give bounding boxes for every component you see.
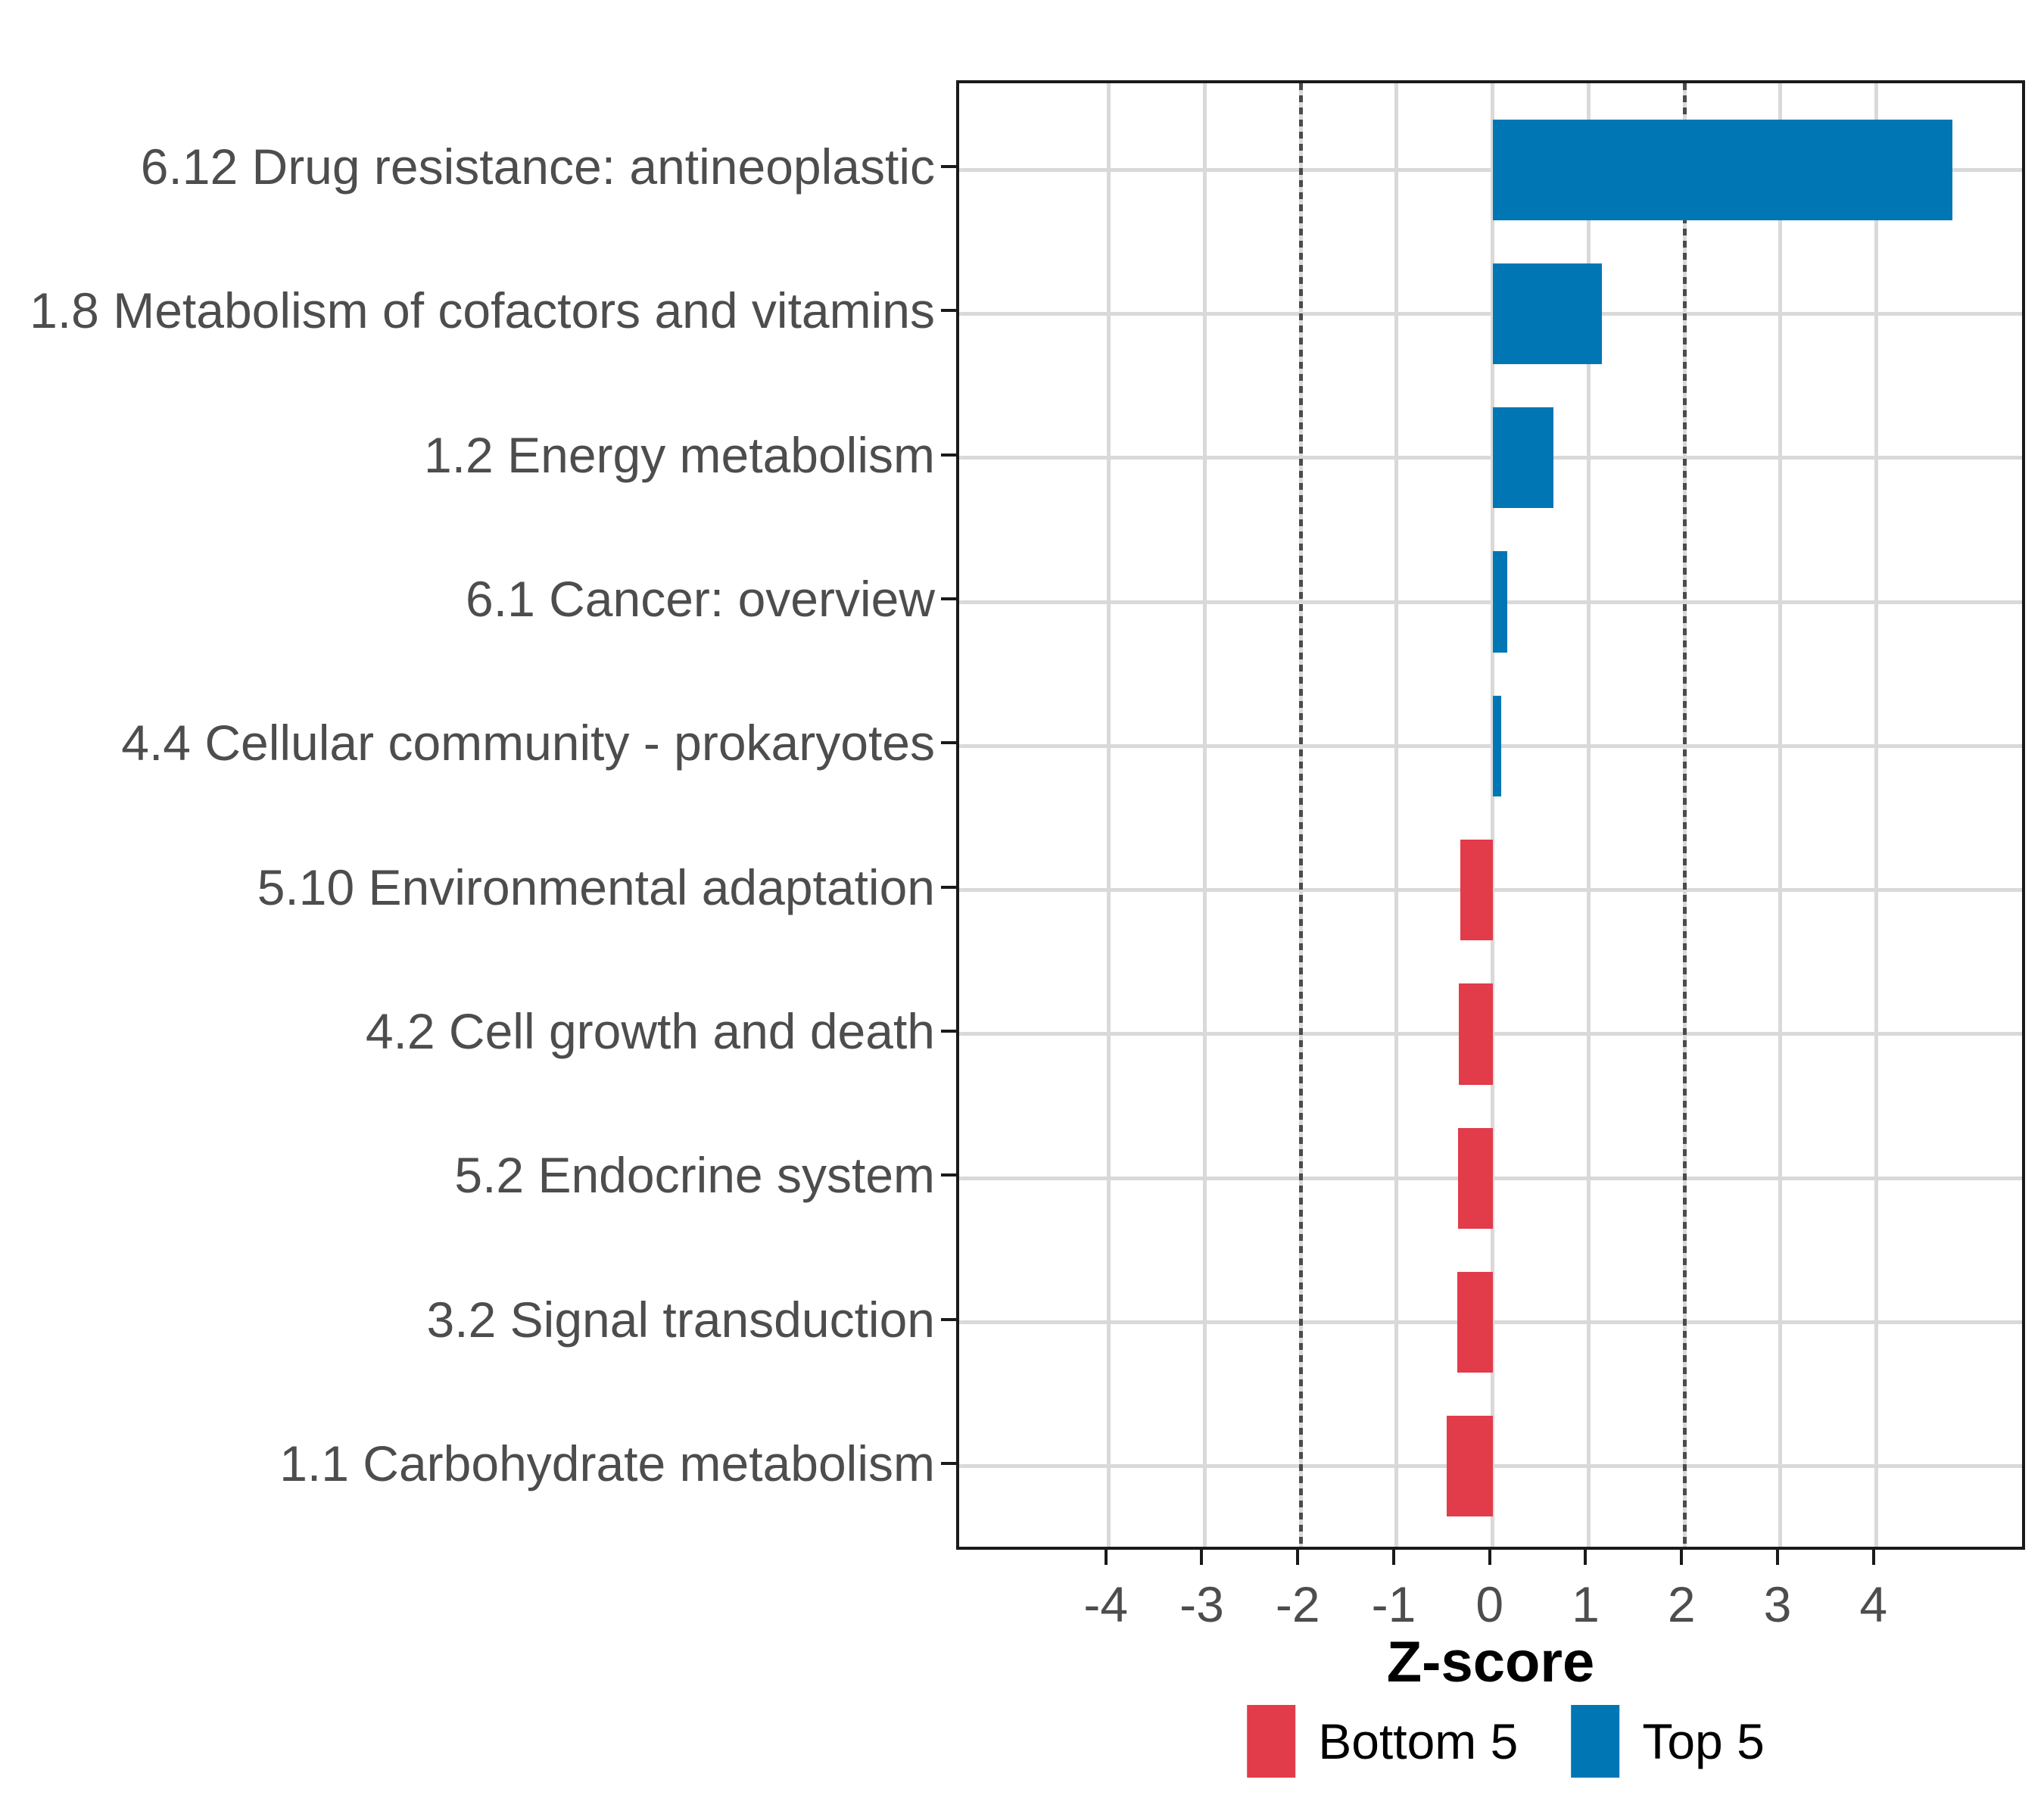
- gridline-x--1: [1394, 83, 1399, 1547]
- gridline-y-row4: [959, 600, 2022, 604]
- gridline-x-1: [1586, 83, 1591, 1547]
- y-axis-tick-row3: [941, 453, 956, 457]
- legend-label-top-5: Top 5: [1642, 1713, 1765, 1769]
- gridline-y-row2: [959, 311, 2022, 316]
- y-axis-tick-row9: [941, 1317, 956, 1321]
- gridline-x--4: [1107, 83, 1111, 1547]
- y-axis-tick-row4: [941, 597, 956, 601]
- x-axis-tick-label-0: 0: [1475, 1576, 1504, 1632]
- y-axis-tick-label-row5: 4.4 Cellular community - prokaryotes: [121, 715, 935, 771]
- gridline-x--3: [1202, 83, 1207, 1547]
- x-axis-tick--1: [1391, 1550, 1395, 1565]
- gridline-y-row1: [959, 167, 2022, 172]
- plot-panel: [956, 80, 2025, 1550]
- bar-2: [1492, 263, 1603, 365]
- y-axis-tick-label-row6: 5.10 Environmental adaptation: [257, 859, 935, 915]
- y-axis-tick-row6: [941, 885, 956, 889]
- x-axis-tick-4: [1871, 1550, 1875, 1565]
- y-axis-tick-label-row4: 6.1 Cancer: overview: [466, 571, 935, 628]
- x-axis-tick-label-1: 1: [1572, 1576, 1600, 1632]
- gridline-y-row3: [959, 456, 2022, 460]
- bar-10: [1446, 1416, 1493, 1517]
- y-axis-tick-row8: [941, 1173, 956, 1177]
- y-axis-tick-label-row1: 6.12 Drug resistance: antineoplastic: [140, 139, 935, 195]
- legend-label-bottom-5: Bottom 5: [1318, 1713, 1519, 1769]
- x-axis-tick-label-2: 2: [1667, 1576, 1696, 1632]
- reference-line--2: [1298, 83, 1303, 1547]
- x-axis-tick-label--4: -4: [1083, 1576, 1129, 1632]
- reference-line-2: [1682, 83, 1687, 1547]
- x-axis-tick-label--1: -1: [1371, 1576, 1416, 1632]
- legend-item-bottom-5: Bottom 5: [1247, 1705, 1518, 1778]
- gridline-x-3: [1778, 83, 1783, 1547]
- x-axis-tick--4: [1104, 1550, 1108, 1565]
- legend-item-top-5: Top 5: [1571, 1705, 1765, 1778]
- y-axis-tick-label-row9: 3.2 Signal transduction: [426, 1291, 935, 1348]
- x-axis-tick-label-4: 4: [1859, 1576, 1888, 1632]
- y-axis-tick-row7: [941, 1029, 956, 1033]
- x-axis-tick-label-3: 3: [1763, 1576, 1792, 1632]
- y-axis-tick-label-row2: 1.8 Metabolism of cofactors and vitamins: [30, 282, 935, 339]
- x-axis-title: Z-score: [1386, 1630, 1595, 1694]
- x-axis-tick-label--3: -3: [1179, 1576, 1224, 1632]
- x-axis-tick-0: [1488, 1550, 1491, 1565]
- legend-swatch-top-5: [1571, 1705, 1620, 1778]
- x-axis-tick-1: [1584, 1550, 1588, 1565]
- y-axis-tick-row5: [941, 741, 956, 745]
- x-axis-tick--2: [1296, 1550, 1300, 1565]
- bar-5: [1492, 695, 1502, 796]
- y-axis-tick-row2: [941, 309, 956, 313]
- bar-4: [1492, 551, 1507, 653]
- x-axis-tick-label--2: -2: [1275, 1576, 1320, 1632]
- bar-3: [1492, 407, 1553, 509]
- bar-1: [1492, 119, 1952, 220]
- gridline-x-4: [1874, 83, 1879, 1547]
- y-axis-tick-row1: [941, 165, 956, 169]
- y-axis-tick-label-row3: 1.2 Energy metabolism: [424, 426, 935, 483]
- bar-6: [1460, 840, 1493, 941]
- x-axis-tick-3: [1775, 1550, 1779, 1565]
- y-axis-tick-label-row10: 1.1 Carbohydrate metabolism: [279, 1435, 935, 1491]
- y-axis-tick-row10: [941, 1461, 956, 1465]
- x-axis-tick--3: [1200, 1550, 1204, 1565]
- legend: Bottom 5 Top 5: [1247, 1702, 1765, 1781]
- y-axis-tick-label-row7: 4.2 Cell growth and death: [365, 1002, 935, 1059]
- x-axis-tick-2: [1680, 1550, 1684, 1565]
- y-axis-tick-label-row8: 5.2 Endocrine system: [454, 1147, 935, 1204]
- bar-7: [1459, 983, 1493, 1085]
- gridline-y-row5: [959, 743, 2022, 748]
- bar-9: [1457, 1271, 1493, 1373]
- bar-8: [1458, 1127, 1493, 1229]
- gridline-x-0: [1491, 83, 1495, 1547]
- legend-swatch-bottom-5: [1247, 1705, 1296, 1778]
